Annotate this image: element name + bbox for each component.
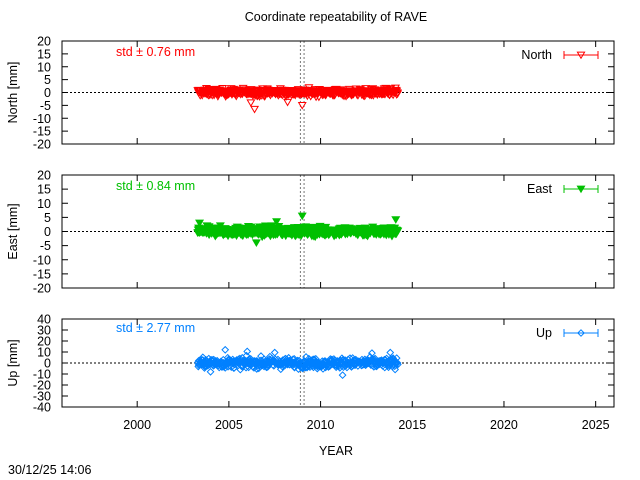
east-y-tick-label: 10	[37, 197, 51, 211]
up-point	[384, 363, 393, 372]
x-tick-label: 2020	[490, 418, 518, 432]
x-tick-label: 2000	[123, 418, 151, 432]
north-outlier-point	[297, 101, 307, 110]
up-markers	[193, 345, 402, 380]
north-outlier-point	[283, 98, 293, 107]
north-y-tick-label: -20	[33, 138, 51, 152]
east-markers	[193, 212, 403, 248]
up-y-tick-label: -40	[33, 401, 51, 415]
north-outlier-point	[246, 99, 256, 108]
up-y-tick-label: -30	[33, 390, 51, 404]
up-legend-label: Up	[536, 326, 552, 340]
x-tick-label: 2010	[307, 418, 335, 432]
up-y-tick-label: 40	[37, 313, 51, 327]
north-y-tick-label: 10	[37, 60, 51, 74]
north-outlier-point	[250, 105, 260, 114]
north-y-tick-label: -15	[33, 125, 51, 139]
north-axis-label: North [mm]	[6, 62, 20, 124]
up-point	[295, 356, 304, 365]
up-y-tick-label: 30	[37, 324, 51, 338]
x-axis-label: YEAR	[319, 444, 353, 458]
north-legend-marker	[576, 51, 586, 60]
up-point	[346, 354, 354, 363]
north-std-label: std ± 0.76 mm	[116, 45, 195, 59]
east-y-tick-label: 5	[44, 211, 51, 225]
up-y-tick-label: 20	[37, 335, 51, 349]
up-point	[393, 360, 402, 369]
east-y-tick-label: -10	[33, 253, 51, 267]
x-tick-label: 2015	[398, 418, 426, 432]
north-y-tick-label: 0	[44, 86, 51, 100]
up-point	[392, 354, 401, 363]
up-legend-marker	[577, 329, 585, 337]
east-outlier-point	[297, 212, 307, 221]
x-axis-ticks: 2000 2005 2010 2015 2020 2025	[123, 418, 609, 432]
north-y-tick-label: 20	[37, 35, 51, 49]
up-outlier-point	[386, 348, 395, 357]
x-tick-label: 2005	[215, 418, 243, 432]
north-y-tick-label: 5	[44, 73, 51, 87]
x-tick-label: 2025	[582, 418, 610, 432]
east-std-label: std ± 0.84 mm	[116, 179, 195, 193]
east-y-tick-label: -5	[40, 239, 51, 253]
north-point	[314, 93, 324, 102]
up-legend: Up	[536, 326, 599, 340]
timestamp: 30/12/25 14:06	[8, 463, 91, 477]
up-outlier-point	[368, 349, 376, 358]
up-outlier-point	[221, 345, 230, 354]
east-legend-marker	[576, 185, 586, 194]
east-outlier-point	[251, 239, 261, 248]
up-y-tick-label: 0	[44, 357, 51, 371]
north-legend-label: North	[521, 48, 552, 62]
east-y-tick-label: 0	[44, 225, 51, 239]
east-outlier-point	[195, 219, 205, 228]
up-point	[393, 359, 402, 367]
east-point	[393, 227, 403, 236]
north-markers	[193, 84, 403, 114]
east-legend-label: East	[527, 182, 553, 196]
up-point	[237, 362, 246, 371]
up-outlier-point	[270, 348, 279, 357]
east-outlier-point	[391, 216, 401, 224]
up-y-tick-label: -20	[33, 379, 51, 393]
up-y-tick-label: 10	[37, 346, 51, 360]
up-outlier-point	[243, 347, 252, 356]
up-outlier-point	[206, 367, 215, 376]
north-point	[393, 90, 403, 99]
east-outlier-point	[272, 218, 282, 226]
up-point	[276, 365, 285, 374]
north-legend: North	[521, 48, 599, 62]
east-y-tick-label: -20	[33, 282, 51, 296]
east-axis-label: East [mm]	[6, 203, 20, 259]
chart-title: Coordinate repeatability of RAVE	[245, 10, 428, 24]
north-y-tick-label: -10	[33, 112, 51, 126]
east-y-tick-label: 15	[37, 183, 51, 197]
up-outlier-point	[338, 371, 347, 380]
up-axis-label: Up [mm]	[6, 339, 20, 386]
up-std-label: std ± 2.77 mm	[116, 321, 195, 335]
up-y-tick-label: -10	[33, 368, 51, 382]
east-legend: East	[527, 182, 599, 196]
north-y-tick-label: -5	[40, 99, 51, 113]
up-point	[391, 365, 400, 374]
north-y-tick-label: 15	[37, 47, 51, 61]
east-y-tick-label: -15	[33, 267, 51, 281]
east-y-tick-label: 20	[37, 169, 51, 183]
